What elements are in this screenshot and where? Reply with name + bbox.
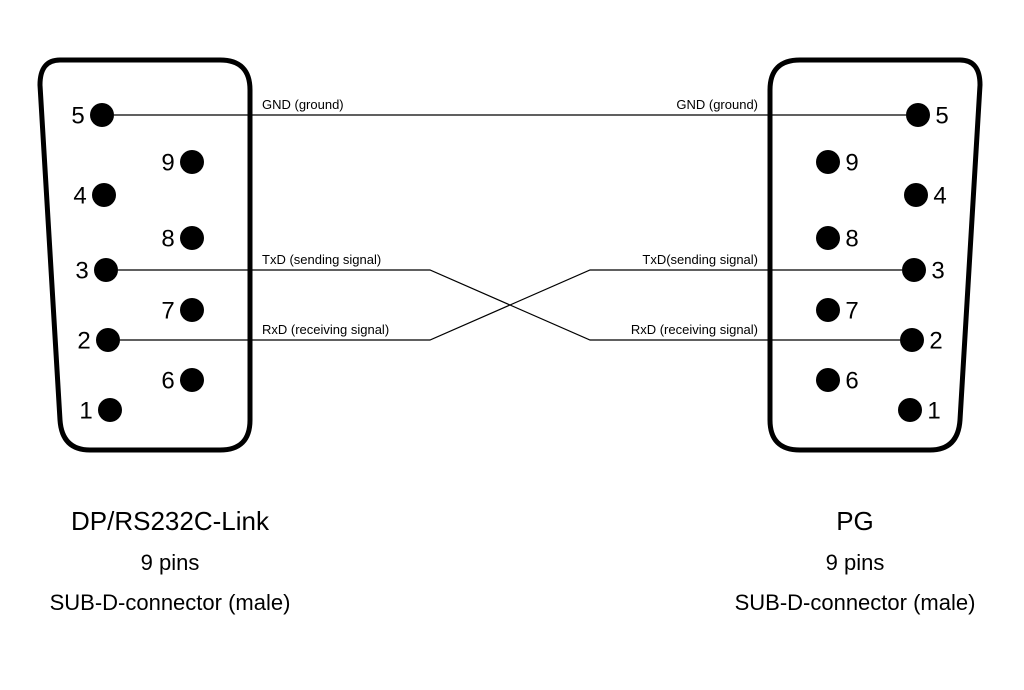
right-pin-label-2: 2 — [929, 327, 942, 354]
left-pin-label-5: 5 — [71, 102, 84, 129]
wires: GND (ground) GND (ground) TxD (sending sig… — [114, 97, 906, 340]
left-pin-label-2: 2 — [77, 327, 90, 354]
right-outer-pins: 5 4 3 2 1 — [898, 102, 949, 424]
left-pin-4 — [92, 183, 116, 207]
left-pin-9 — [180, 150, 204, 174]
left-outer-pins: 5 4 3 2 1 — [71, 102, 122, 424]
left-pin-label-8: 8 — [161, 225, 174, 252]
right-pin-label-5: 5 — [935, 102, 948, 129]
left-pin-8 — [180, 226, 204, 250]
right-connector: 5 4 3 2 1 9 8 7 6 — [770, 60, 980, 450]
wire-label-right-gnd: GND (ground) — [676, 97, 758, 112]
wire-label-left-rxd: RxD (receiving signal) — [262, 322, 389, 337]
wire-label-left-gnd: GND (ground) — [262, 97, 344, 112]
left-pins-text: 9 pins — [141, 550, 200, 575]
right-title: PG — [836, 506, 874, 536]
right-pin-1 — [898, 398, 922, 422]
left-pin-5 — [90, 103, 114, 127]
left-pin-label-6: 6 — [161, 367, 174, 394]
left-pin-label-9: 9 — [161, 149, 174, 176]
right-pin-9 — [816, 150, 840, 174]
right-pin-label-3: 3 — [931, 257, 944, 284]
left-pin-6 — [180, 368, 204, 392]
right-pin-3 — [902, 258, 926, 282]
right-pin-5 — [906, 103, 930, 127]
right-pin-4 — [904, 183, 928, 207]
right-pin-2 — [900, 328, 924, 352]
wire-label-right-txd: TxD(sending signal) — [642, 252, 758, 267]
right-pin-7 — [816, 298, 840, 322]
left-pin-label-7: 7 — [161, 297, 174, 324]
wire-label-right-rxd: RxD (receiving signal) — [631, 322, 758, 337]
left-connector: 5 4 3 2 1 9 8 7 6 — [40, 60, 250, 450]
right-pins-text: 9 pins — [826, 550, 885, 575]
right-inner-pins: 9 8 7 6 — [816, 149, 859, 394]
right-pin-label-8: 8 — [845, 225, 858, 252]
left-pin-label-1: 1 — [79, 397, 92, 424]
right-type-text: SUB-D-connector (male) — [735, 590, 976, 615]
left-pin-7 — [180, 298, 204, 322]
left-pin-1 — [98, 398, 122, 422]
left-inner-pins: 9 8 7 6 — [161, 149, 204, 394]
left-pin-label-3: 3 — [75, 257, 88, 284]
right-pin-label-9: 9 — [845, 149, 858, 176]
rs232-pinout-diagram: 54321 9876 54321 9876 GND (ground)GND (g… — [0, 0, 1024, 690]
left-pin-3 — [94, 258, 118, 282]
right-pin-label-4: 4 — [933, 182, 946, 209]
right-pin-8 — [816, 226, 840, 250]
right-pin-label-1: 1 — [927, 397, 940, 424]
right-pin-label-7: 7 — [845, 297, 858, 324]
left-title: DP/RS232C-Link — [71, 506, 270, 536]
left-type-text: SUB-D-connector (male) — [50, 590, 291, 615]
left-pin-label-4: 4 — [73, 182, 86, 209]
wire-label-left-txd: TxD (sending signal) — [262, 252, 381, 267]
right-pin-label-6: 6 — [845, 367, 858, 394]
right-pin-6 — [816, 368, 840, 392]
wire-rxd — [120, 270, 902, 340]
left-pin-2 — [96, 328, 120, 352]
